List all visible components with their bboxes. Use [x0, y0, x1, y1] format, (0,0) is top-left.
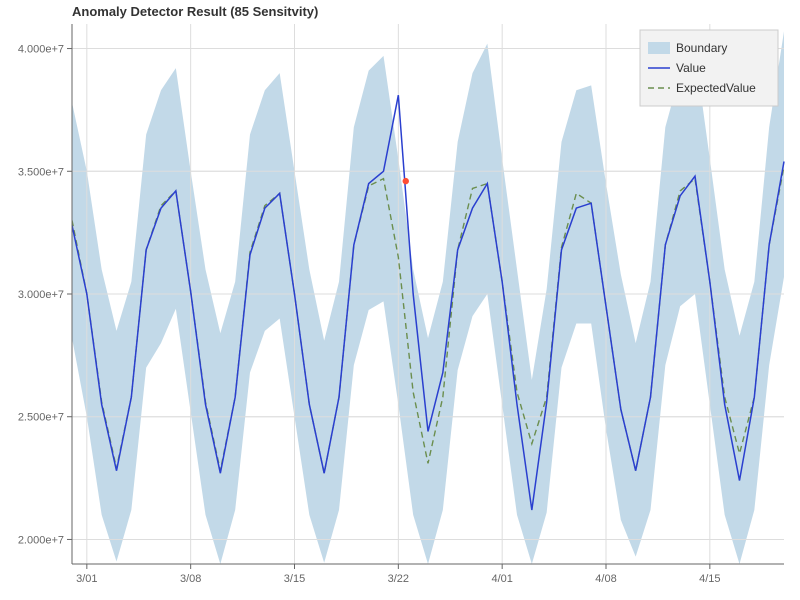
chart-title: Anomaly Detector Result (85 Sensitvity) [72, 4, 318, 19]
y-tick-label: 3.000e+7 [18, 289, 64, 301]
x-tick-label: 4/01 [491, 573, 512, 585]
legend-swatch [648, 42, 670, 54]
x-tick-label: 3/15 [284, 573, 305, 585]
anomaly-chart: Anomaly Detector Result (85 Sensitvity) … [0, 0, 800, 600]
y-tick-label: 4.000e+7 [18, 44, 64, 56]
x-tick-label: 3/22 [388, 573, 409, 585]
x-tick-label: 4/15 [699, 573, 720, 585]
x-tick-label: 3/08 [180, 573, 201, 585]
y-tick-label: 2.500e+7 [18, 412, 64, 424]
legend-label: Value [676, 61, 706, 75]
y-tick-label: 3.500e+7 [18, 166, 64, 178]
legend-label: ExpectedValue [676, 81, 756, 95]
chart-svg: 2.000e+7 2.500e+7 3.000e+7 3.500e+7 4.000e+7… [0, 0, 800, 600]
legend: Boundary Value ExpectedValue [640, 30, 778, 106]
legend-label: Boundary [676, 41, 727, 55]
y-tick-label: 2.000e+7 [18, 534, 64, 546]
anomaly-point [403, 178, 409, 184]
x-tick-label: 4/08 [595, 573, 616, 585]
x-tick-label: 3/01 [76, 573, 97, 585]
